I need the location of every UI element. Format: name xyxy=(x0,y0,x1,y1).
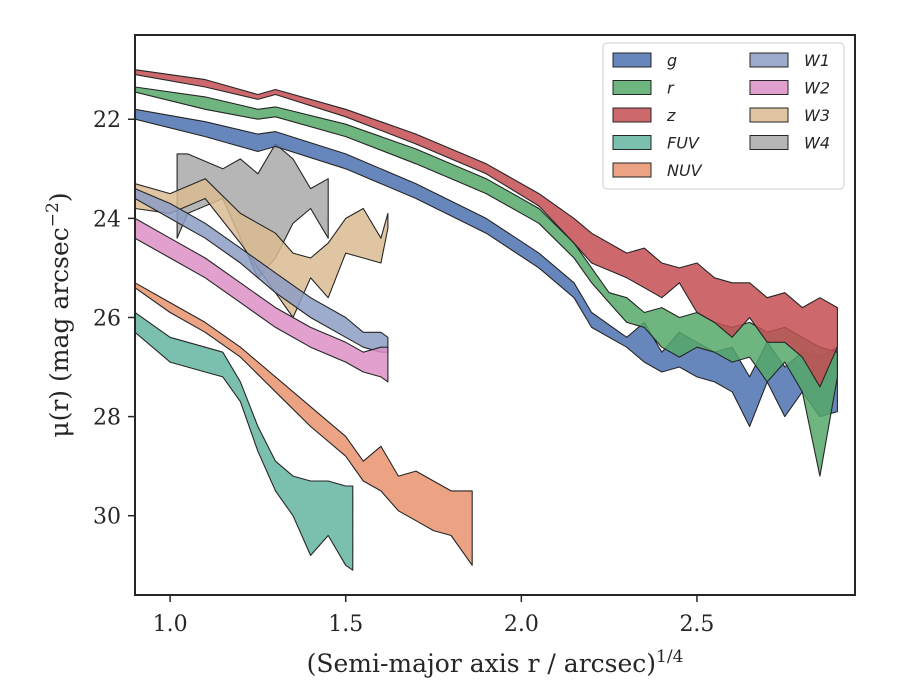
legend-label-w1: W1 xyxy=(804,51,830,70)
legend-label-w2: W2 xyxy=(804,79,830,98)
legend-swatch-w1 xyxy=(749,52,789,68)
legend-label-g: g xyxy=(667,51,677,70)
y-tick-label: 28 xyxy=(93,406,121,431)
legend-swatch-r xyxy=(612,80,652,95)
band-z xyxy=(135,69,838,388)
legend-box xyxy=(602,42,845,190)
band-w3 xyxy=(135,178,389,319)
plot-layer xyxy=(135,69,838,571)
legend-label-r: r xyxy=(667,79,675,98)
legend-label-fuv: FUV xyxy=(667,134,700,153)
legend-swatch-z xyxy=(612,107,652,123)
legend-label-z: z xyxy=(666,106,676,125)
plot-frame xyxy=(134,34,856,596)
legend-swatch-g xyxy=(612,52,652,68)
x-tick-label: 1.0 xyxy=(153,612,188,637)
ticks-layer: 1.0 1.5 2.0 2.5 22 24 26 28 30 xyxy=(93,108,714,637)
legend-swatch-w4 xyxy=(749,135,789,150)
band-nuv xyxy=(135,282,473,566)
legend-label-w4: W4 xyxy=(804,134,830,153)
band-fuv xyxy=(135,311,354,571)
legend-swatch-w2 xyxy=(749,80,789,95)
legend-label-w3: W3 xyxy=(804,106,830,125)
x-tick-label: 2.0 xyxy=(504,612,539,637)
x-axis-label: (Semi-major axis r / arcsec)1/4 xyxy=(307,647,684,678)
legend-swatch-w3 xyxy=(749,107,789,123)
y-axis-label: μ(r) (mag arcsec−2) xyxy=(43,192,74,437)
y-tick-label: 24 xyxy=(93,207,121,232)
x-tick-label: 2.5 xyxy=(679,612,714,637)
band-g xyxy=(135,108,838,428)
x-tick-label: 1.5 xyxy=(328,612,363,637)
legend-label-nuv: NUV xyxy=(667,161,703,180)
legend-swatch-nuv xyxy=(612,162,652,178)
y-tick-label: 30 xyxy=(93,505,121,530)
y-tick-label: 26 xyxy=(93,306,121,331)
band-w2 xyxy=(135,217,389,383)
y-tick-label: 22 xyxy=(93,108,121,133)
legend-swatch-fuv xyxy=(612,135,652,150)
legend: grz FUV NUV W1 W2 W3 W4 xyxy=(602,42,845,190)
